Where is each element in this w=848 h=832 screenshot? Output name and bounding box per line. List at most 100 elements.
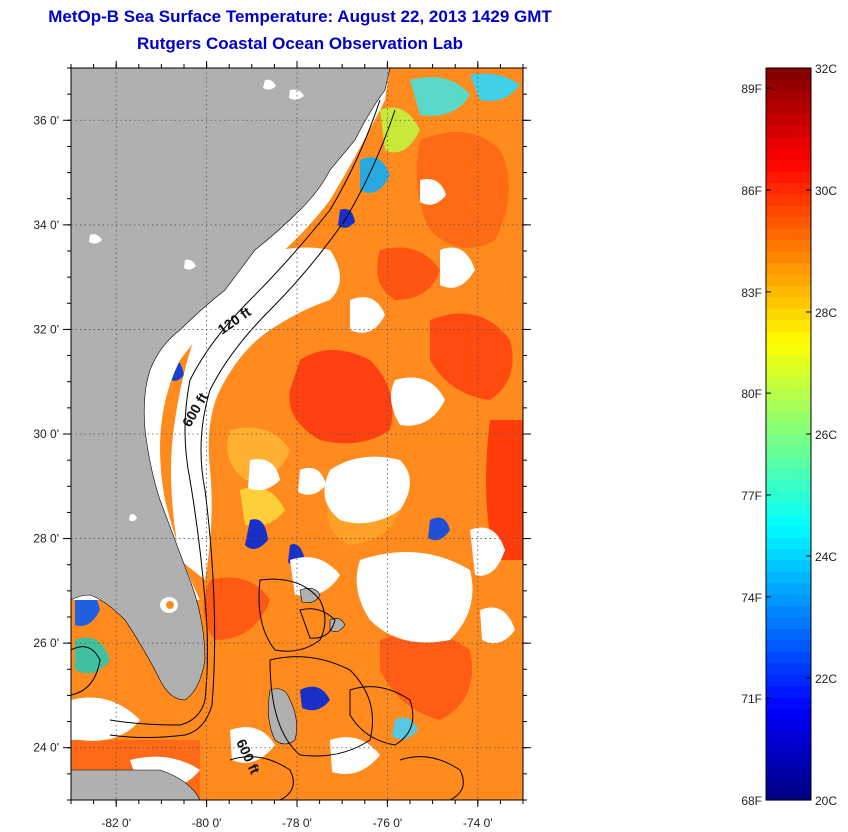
y-tick-label: 34 0' [33,218,59,232]
colorbar-band [766,719,811,732]
colorbar-label-f: 74F [741,591,762,605]
colorbar-band [766,228,811,241]
colorbar-band [766,148,811,161]
colorbar-band [766,525,811,538]
colorbar-band [766,353,811,366]
y-tick-label: 26 0' [33,636,59,650]
y-tick-label: 32 0' [33,322,59,336]
land-andros-island [268,688,297,745]
colorbar-band [766,697,811,710]
colorbar-band [766,388,811,401]
colorbar-label-f: 83F [741,286,762,300]
colorbar-band [766,102,811,115]
colorbar-label-c: 28C [815,306,837,320]
colorbar-band [766,536,811,549]
colorbar-band [766,651,811,664]
colorbar-band [766,319,811,332]
colorbar-label-f: 68F [741,794,762,808]
map-title: MetOp-B Sea Surface Temperature: August … [48,7,552,26]
colorbar-band [766,582,811,595]
colorbar-band [766,788,811,801]
colorbar-band [766,68,811,81]
colorbar-band [766,182,811,195]
land [71,68,391,800]
colorbar-band [766,376,811,389]
colorbar-band [766,262,811,275]
colorbar-label-c: 20C [815,794,837,808]
y-tick-label: 30 0' [33,427,59,441]
colorbar-band [766,170,811,183]
colorbar-band [766,434,811,447]
colorbar-band [766,79,811,92]
colorbar-band [766,754,811,767]
colorbar-band [766,502,811,515]
isobath-120ft [109,99,381,726]
colorbar-band [766,674,811,687]
colorbar-band [766,136,811,149]
colorbar-label-f: 89F [741,82,762,96]
colorbar-band [766,308,811,321]
colorbar-label-c: 32C [815,62,837,76]
colorbar-band [766,342,811,355]
colorbar-band [766,548,811,561]
colorbar-band [766,239,811,252]
colorbar-band [766,617,811,630]
colorbar-label-f: 71F [741,692,762,706]
colorbar-band [766,90,811,103]
x-tick-label: -78 0' [282,816,312,830]
x-tick-label: -80 0' [192,816,222,830]
colorbar-band [766,159,811,172]
colorbar-band [766,731,811,744]
colorbar-band [766,685,811,698]
map-subtitle: Rutgers Coastal Ocean Observation Lab [137,34,463,53]
isobath-contours [71,99,464,800]
colorbar-band [766,296,811,309]
land-abaco-island [329,618,346,632]
colorbar-band [766,399,811,412]
colorbar-band [766,559,811,572]
colorbar-band [766,422,811,435]
colorbar-band [766,456,811,469]
y-tick-label: 28 0' [33,532,59,546]
colorbar-band [766,742,811,755]
y-tick-label: 36 0' [33,113,59,127]
x-tick-label: -82 0' [101,816,131,830]
colorbar-band [766,777,811,790]
colorbar-band [766,639,811,652]
colorbar-label-c: 26C [815,428,837,442]
y-tick-label: 24 0' [33,741,59,755]
colorbar-band [766,468,811,481]
lakes [89,79,304,613]
x-tick-label: -76 0' [373,816,403,830]
colorbar-band [766,411,811,424]
colorbar-label-c: 22C [815,672,837,686]
colorbar-band [766,251,811,264]
colorbar-band [766,571,811,584]
colorbar-band [766,193,811,206]
colorbar-band [766,708,811,721]
colorbar-label-f: 80F [741,387,762,401]
colorbar-label-c: 24C [815,550,837,564]
colorbar-band [766,331,811,344]
map-axes: -82 0' -80 0' -78 0' -76 0' -74 0' 24 0' 26 0'… [33,61,531,830]
isobath-600ft [109,109,396,738]
colorbar-band [766,113,811,126]
x-tick-label: -74 0' [463,816,493,830]
colorbar-band [766,628,811,641]
colorbar-band [766,205,811,218]
colorbar-band [766,605,811,618]
colorbar: 89F 86F 83F 80F 77F 74F 71F 68F 32C 30C 28C 26C 24C 2… [741,62,837,808]
colorbar-band [766,273,811,286]
colorbar-band [766,491,811,504]
colorbar-band [766,365,811,378]
land-grand-bahama [299,588,321,603]
colorbar-band [766,479,811,492]
colorbar-band [766,662,811,675]
colorbar-band [766,125,811,138]
colorbar-label-c: 30C [815,184,837,198]
land-mainland [71,68,391,701]
colorbar-band [766,285,811,298]
colorbar-label-f: 86F [741,184,762,198]
colorbar-band [766,216,811,229]
